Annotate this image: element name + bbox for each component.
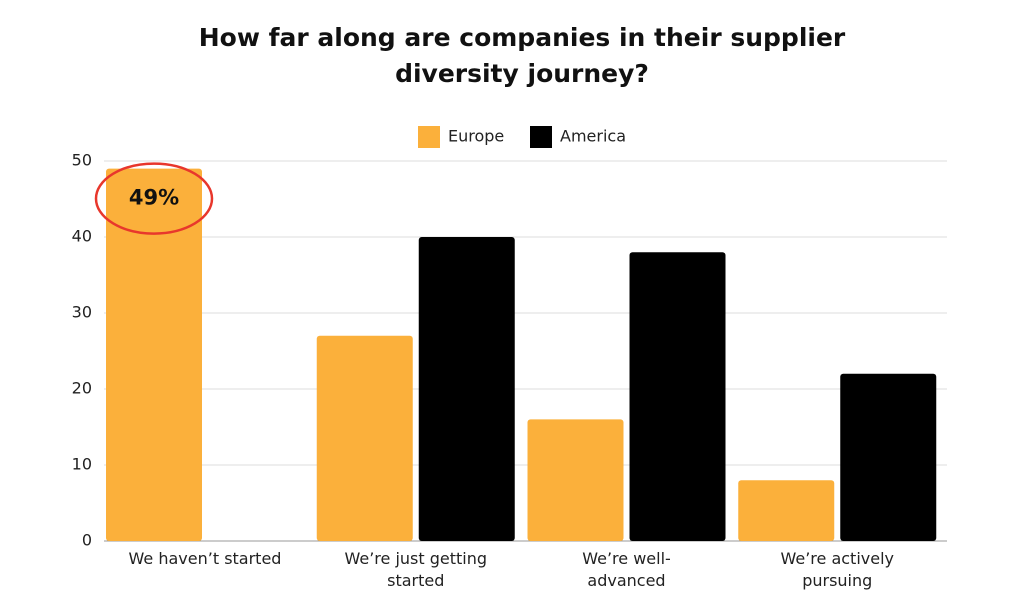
y-tick-label: 50 <box>72 151 92 170</box>
highlight-circle <box>94 162 214 235</box>
y-tick-label: 40 <box>72 227 92 246</box>
bar <box>316 335 413 541</box>
y-tick-label: 20 <box>72 379 92 398</box>
bar <box>418 237 515 541</box>
chart-title: How far along are companies in their sup… <box>198 23 846 88</box>
x-tick-label: We’re just getting started <box>344 549 488 590</box>
bar <box>840 373 937 541</box>
bar <box>106 168 202 541</box>
legend-label: Europe <box>448 127 504 146</box>
value-label: 49% <box>129 186 179 210</box>
x-tick-label: We’re well-advanced <box>582 549 671 590</box>
legend-swatch <box>418 126 440 148</box>
x-tick-label: We haven’t started <box>128 549 282 568</box>
legend-label: America <box>560 127 626 146</box>
y-tick-label: 30 <box>72 303 92 322</box>
x-tick-label: We’re actively pursuing <box>780 549 894 590</box>
legend-swatch <box>530 126 552 148</box>
y-tick-label: 0 <box>82 531 92 550</box>
bar <box>738 480 835 541</box>
bar <box>629 252 726 541</box>
bar <box>527 419 624 541</box>
y-tick-label: 10 <box>72 455 92 474</box>
